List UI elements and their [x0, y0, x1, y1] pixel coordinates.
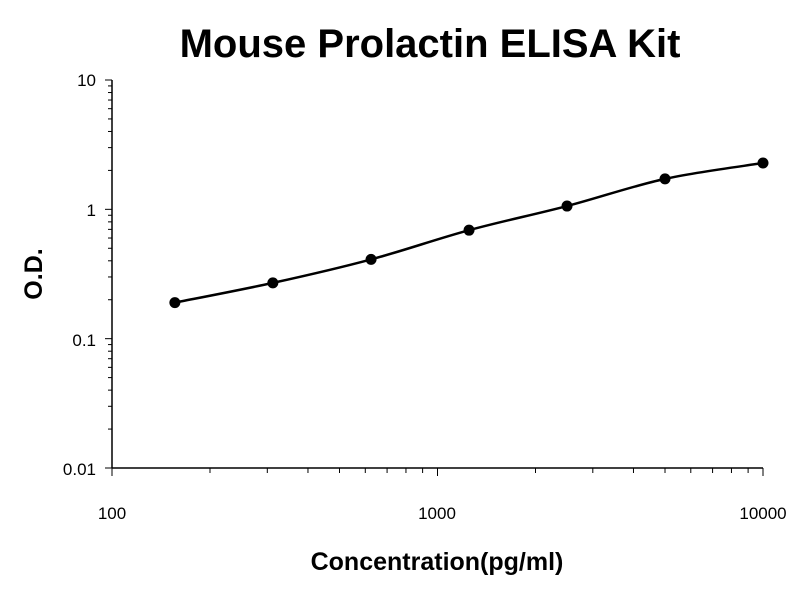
y-tick-label: 0.01: [63, 460, 96, 479]
data-point: [267, 277, 279, 289]
data-point: [757, 157, 769, 169]
data-point: [463, 224, 475, 236]
data-point: [659, 173, 671, 185]
x-tick-label: 100: [98, 504, 126, 523]
chart-title: Mouse Prolactin ELISA Kit: [180, 22, 681, 66]
y-tick-label: 0.1: [72, 331, 96, 350]
y-minor-ticks: [105, 79, 112, 469]
x-tick-label: 1000: [418, 504, 456, 523]
x-minor-ticks: [111, 468, 764, 476]
data-points: [169, 157, 769, 309]
y-tick-label: 10: [77, 71, 96, 90]
y-axis-label: O.D.: [20, 248, 48, 299]
y-tick-label: 1: [87, 201, 96, 220]
data-point: [365, 253, 377, 265]
data-point: [561, 200, 573, 212]
data-point: [169, 297, 181, 309]
x-axis-label: Concentration(pg/ml): [311, 548, 564, 576]
x-tick-label: 10000: [739, 504, 786, 523]
